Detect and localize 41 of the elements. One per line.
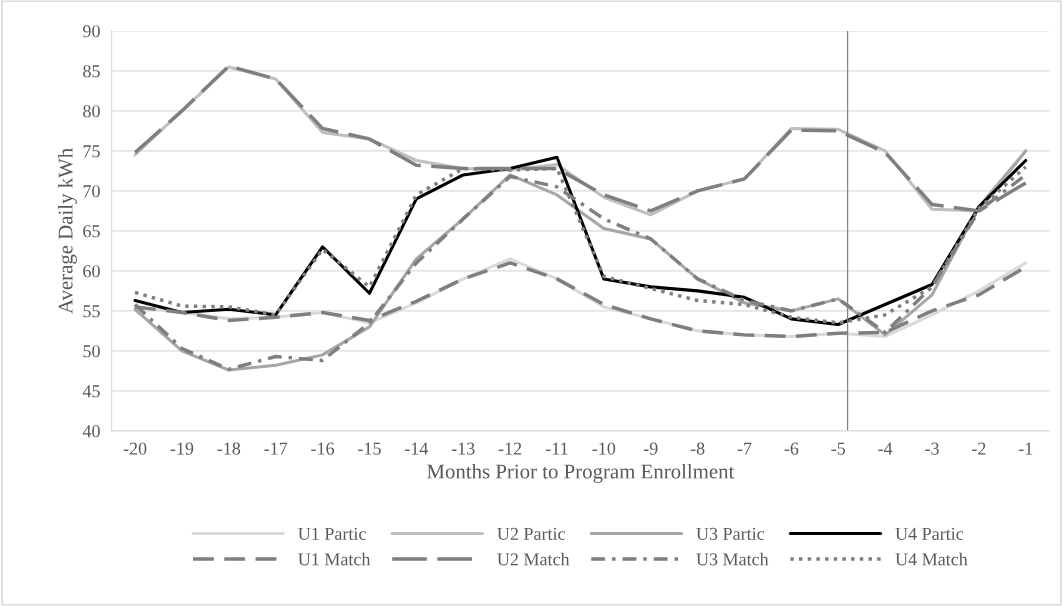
x-tick-label: -11 [545,442,568,455]
x-tick-label: -10 [592,442,616,455]
x-tick-label: -16 [311,442,335,455]
x-tick-label: -13 [451,442,475,455]
y-tick-label: 50 [83,345,100,358]
x-tick-label: -2 [972,442,986,455]
x-tick-label: -20 [123,442,147,455]
legend-label: U4 Match [895,552,968,566]
x-tick-label: -3 [925,442,939,455]
y-tick-label: 85 [83,65,100,78]
x-tick-label: -17 [264,442,288,455]
x-tick-label: -5 [831,442,846,455]
legend-label: U3 Match [696,552,769,566]
x-tick-label: -12 [498,442,522,455]
legend-label: U2 Match [497,552,570,566]
x-tick-label: -14 [404,442,429,455]
y-tick-label: 60 [83,265,100,278]
y-tick-label: 70 [83,185,100,198]
y-tick-label: 45 [82,385,100,398]
y-tick-label: 75 [83,145,100,158]
y-tick-label: 90 [83,25,100,38]
x-tick-label: -9 [643,442,658,455]
legend-label: U3 Partic [696,527,765,540]
y-axis-title: Average Daily kWh [57,148,77,314]
y-tick-label: 55 [83,305,100,318]
y-tick-label: 65 [83,225,100,238]
x-tick-label: -15 [358,442,381,455]
y-tick-label: 40 [82,425,100,438]
x-tick-label: -8 [690,442,705,455]
legend-label: U1 Partic [298,527,366,540]
x-tick-label: -19 [170,442,194,455]
x-tick-label: -1 [1018,442,1033,455]
x-tick-label: -6 [784,442,799,455]
legend-label: U2 Partic [497,527,565,540]
legend-label: U1 Match [298,552,371,566]
x-tick-label: -4 [878,442,893,455]
x-axis-title: Months Prior to Program Enrollment [427,463,735,483]
x-tick-label: -18 [217,442,241,455]
x-tick-label: -7 [737,442,752,455]
legend-label: U4 Partic [895,527,964,540]
y-tick-label: 80 [83,105,100,118]
